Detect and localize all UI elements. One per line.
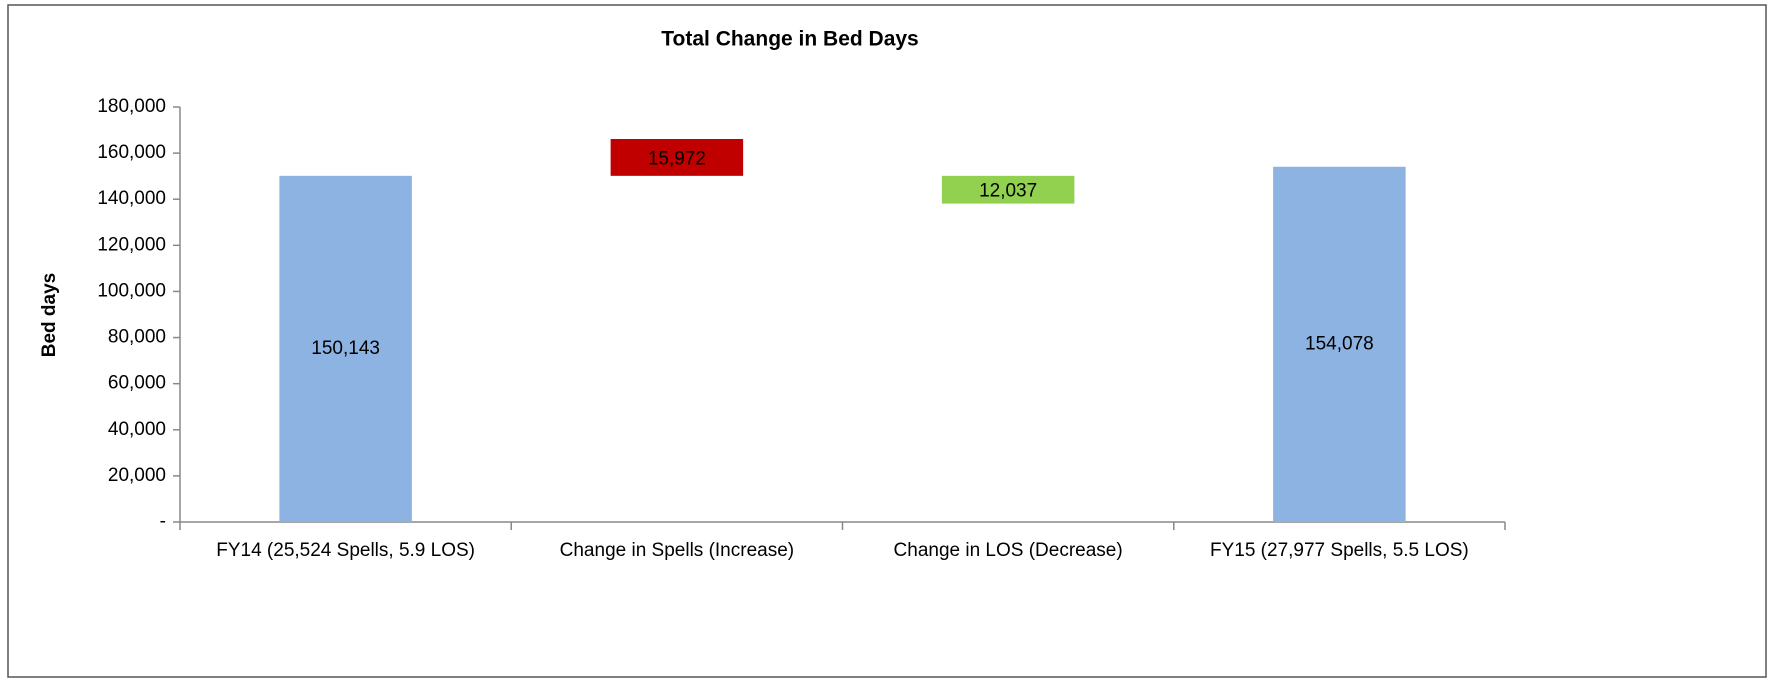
y-axis-label: Bed days (39, 273, 60, 357)
y-tick-label: 60,000 (108, 373, 166, 394)
bar (941, 175, 1075, 204)
y-tick-label: - (160, 511, 166, 532)
data-label: 150,143 (311, 338, 380, 359)
bar (1273, 166, 1406, 522)
y-tick-label: 100,000 (97, 280, 166, 301)
y-tick-label: 20,000 (108, 465, 166, 486)
y-tick-label: 180,000 (97, 96, 166, 117)
bar (610, 139, 744, 176)
chart-border (7, 4, 1767, 678)
chart-title: Total Change in Bed Days (661, 28, 919, 51)
x-tick-label: FY15 (27,977 Spells, 5.5 LOS) (1210, 540, 1469, 561)
x-tick-label: Change in Spells (Increase) (560, 540, 794, 561)
x-tick-label: Change in LOS (Decrease) (894, 540, 1123, 561)
data-label: 154,078 (1305, 333, 1374, 354)
y-tick-label: 140,000 (97, 188, 166, 209)
data-label: 12,037 (979, 181, 1037, 202)
y-tick-label: 40,000 (108, 419, 166, 440)
data-label: 15,972 (648, 148, 706, 169)
x-tick-label: FY14 (25,524 Spells, 5.9 LOS) (216, 540, 475, 561)
bar (279, 175, 412, 522)
y-tick-label: 160,000 (97, 142, 166, 163)
y-tick-label: 120,000 (97, 234, 166, 255)
y-tick-label: 80,000 (108, 327, 166, 348)
